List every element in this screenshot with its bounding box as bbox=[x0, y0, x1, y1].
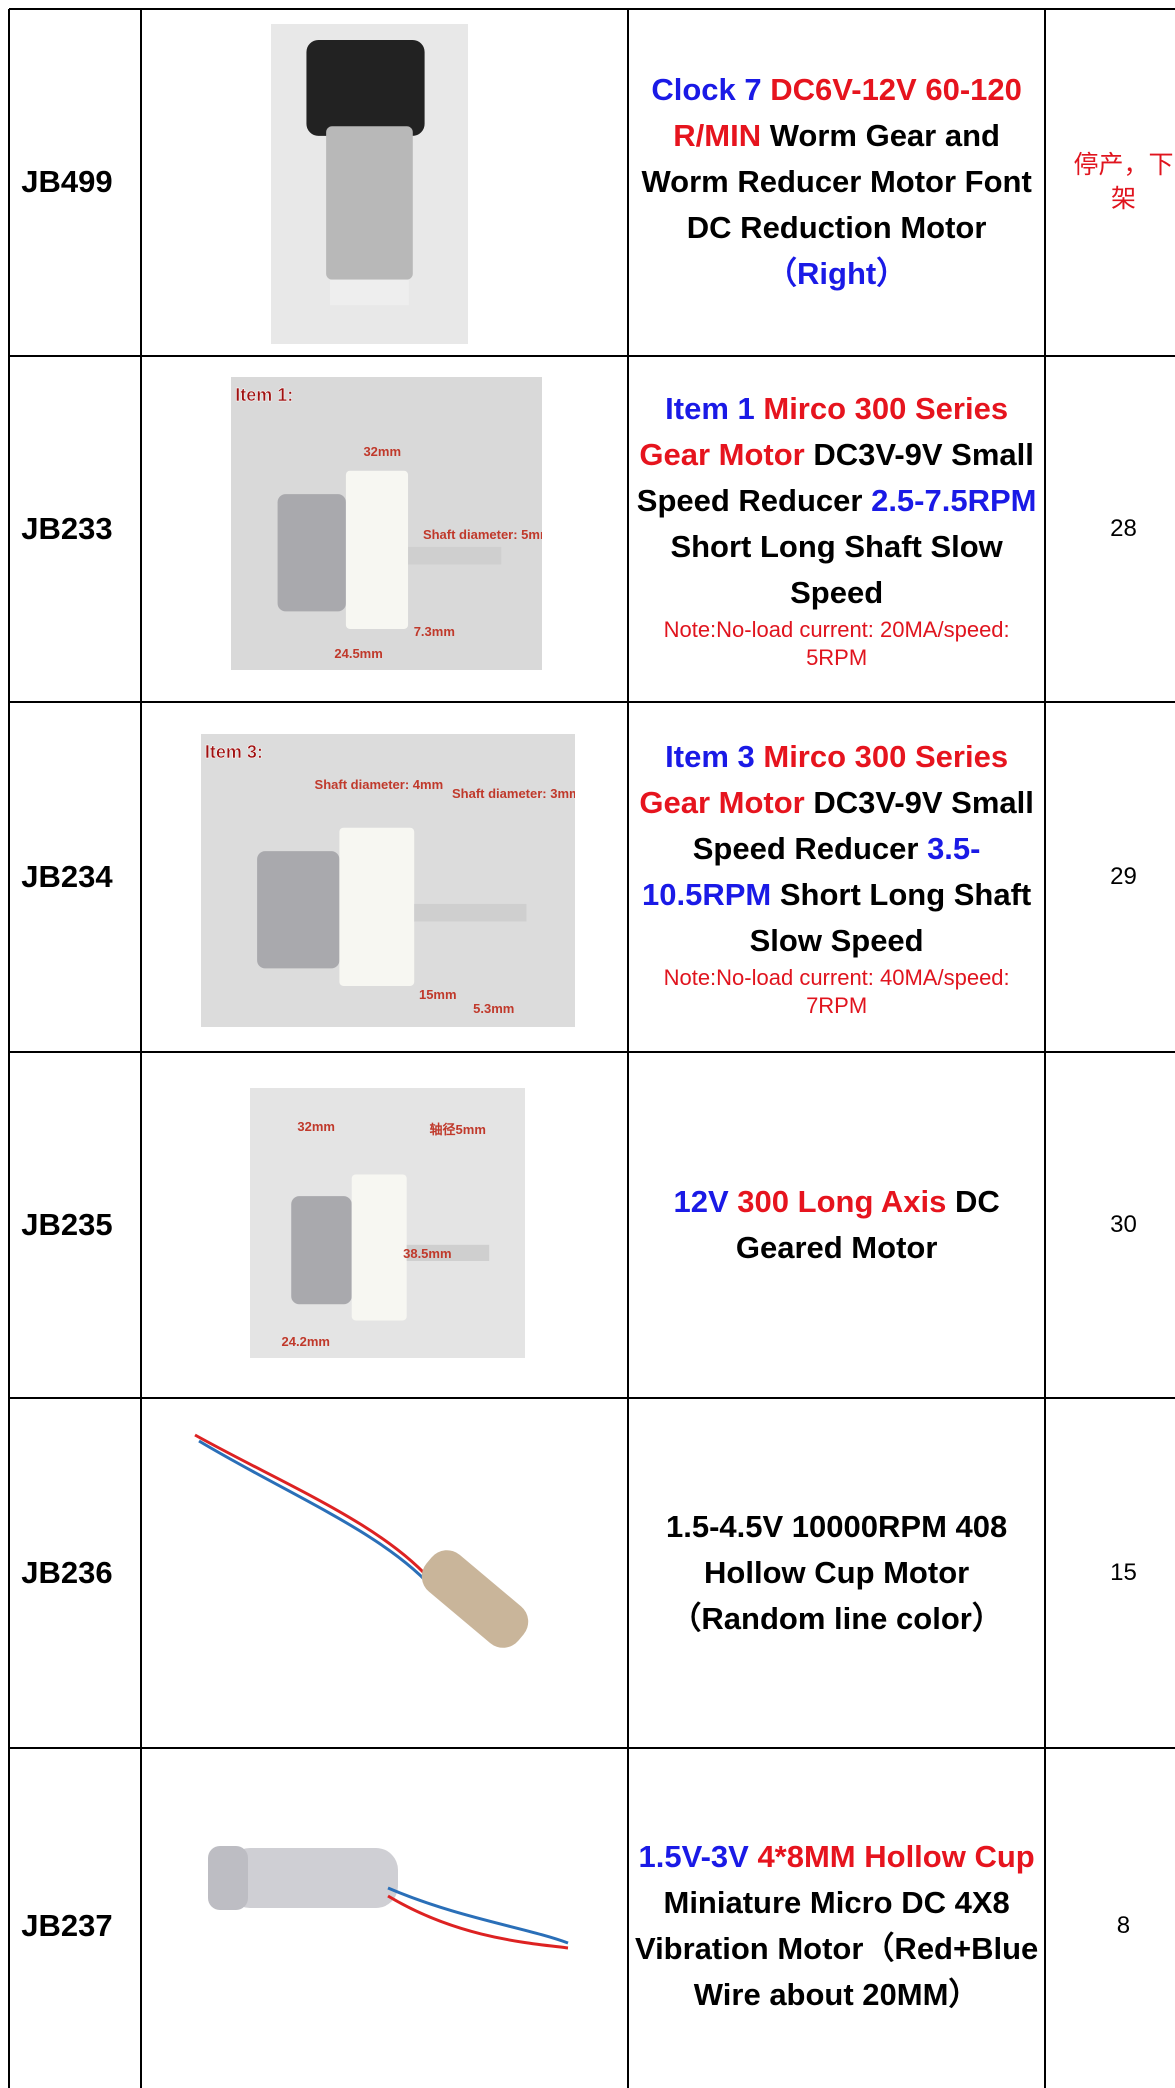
description-segment: 2.5-7.5RPM bbox=[871, 482, 1037, 518]
product-code: JB237 bbox=[21, 1908, 113, 1944]
product-image: 32mm 轴径5mm 38.5mm 24.2mm bbox=[249, 1087, 525, 1359]
image-label: 24.2mm bbox=[281, 1333, 330, 1349]
description-text: 1.5-4.5V 10000RPM 408 Hollow Cup Motor（R… bbox=[632, 1504, 1042, 1642]
image-label: 5.3mm bbox=[473, 1000, 515, 1016]
description-segment: DC6V-12V 60-120 R/MIN bbox=[673, 72, 1022, 154]
row-rule bbox=[9, 1747, 1175, 1750]
product-description: Clock 7 DC6V-12V 60-120 R/MIN Worm Gear … bbox=[628, 9, 1046, 355]
description-segment: Item 1 bbox=[665, 390, 764, 426]
row-rule bbox=[9, 354, 1175, 357]
description-segment: Mirco 300 Series Gear Motor bbox=[639, 738, 1009, 820]
product-image: Item 1: 32mm Shaft diameter: 5mm 7.3mm 24.5m… bbox=[231, 376, 542, 670]
product-code: JB236 bbox=[21, 1555, 113, 1591]
image-label: 24.5mm bbox=[334, 646, 383, 662]
row-rule bbox=[9, 1050, 1175, 1053]
description-segment: Mirco 300 Series Gear Motor bbox=[639, 390, 1009, 472]
description-segment: DC Geared Motor bbox=[735, 1184, 1000, 1266]
image-label: 32mm bbox=[297, 1119, 335, 1135]
image-label: Item 3: bbox=[204, 742, 264, 763]
column-rule bbox=[1044, 9, 1047, 2088]
description-text: Clock 7 DC6V-12V 60-120 R/MIN Worm Gear … bbox=[632, 67, 1042, 297]
product-price: 30 bbox=[1110, 1211, 1137, 1239]
description-segment: （Right） bbox=[766, 256, 908, 292]
product-code: JB234 bbox=[21, 858, 113, 894]
product-code: JB235 bbox=[21, 1207, 113, 1243]
column-rule bbox=[8, 9, 11, 2088]
description-note: Note:No-load current: 20MA/speed: 5RPM bbox=[663, 616, 1010, 670]
product-description: 1.5-4.5V 10000RPM 408 Hollow Cup Motor（R… bbox=[628, 1398, 1046, 1748]
image-label: Item 1: bbox=[235, 385, 294, 406]
product-image bbox=[185, 1424, 595, 1725]
product-description: 12V 300 Long Axis DC Geared Motor bbox=[628, 1052, 1046, 1398]
product-description: 1.5V-3V 4*8MM Hollow Cup Miniature Micro… bbox=[628, 1748, 1046, 2088]
product-code: JB499 bbox=[21, 164, 113, 200]
description-segment: 12V bbox=[673, 1184, 738, 1220]
description-segment: Item 3 bbox=[665, 738, 764, 774]
description-segment: Worm Gear and Worm Reducer Motor Font DC… bbox=[641, 118, 1032, 246]
product-image bbox=[198, 1817, 582, 1998]
description-segment: Short Long Shaft Slow Speed bbox=[670, 528, 1003, 610]
product-description: Item 3 Mirco 300 Series Gear Motor DC3V-… bbox=[628, 702, 1046, 1052]
photo bbox=[256, 827, 527, 986]
row-rule bbox=[9, 1397, 1175, 1400]
image-label: 轴径5mm bbox=[429, 1122, 486, 1138]
image-label: 38.5mm bbox=[403, 1245, 452, 1261]
image-label: Shaft diameter: 5mm bbox=[422, 526, 542, 542]
product-description: Item 1 Mirco 300 Series Gear Motor DC3V-… bbox=[628, 356, 1046, 702]
row-rule bbox=[9, 8, 1175, 11]
product-price: 停产，下架 bbox=[1073, 150, 1174, 214]
description-segment: 300 Long Axis bbox=[737, 1184, 947, 1220]
description-segment: DC3V-9V Small Speed Reducer bbox=[692, 784, 1034, 866]
image-label: Shaft diameter: 4mm bbox=[314, 776, 444, 792]
description-segment: 4*8MM Hollow Cup bbox=[757, 1839, 1035, 1875]
image-label: 15mm bbox=[418, 987, 457, 1003]
product-price: 8 bbox=[1116, 1912, 1131, 1940]
description-segment: Miniature Micro DC 4X8 Vibration Motor（R… bbox=[634, 1885, 1039, 2013]
product-price: 15 bbox=[1110, 1559, 1137, 1587]
product-image bbox=[270, 23, 468, 344]
image-label: 7.3mm bbox=[413, 623, 455, 639]
product-code: JB233 bbox=[21, 510, 113, 546]
description-text: 12V 300 Long Axis DC Geared Motor bbox=[632, 1179, 1042, 1271]
product-price: 29 bbox=[1110, 862, 1137, 890]
product-price: 28 bbox=[1110, 514, 1137, 542]
description-segment: Short Long Shaft Slow Speed bbox=[749, 876, 1032, 958]
photo bbox=[277, 470, 502, 629]
photo bbox=[194, 1433, 529, 1648]
image-label: Shaft diameter: 3mm bbox=[452, 786, 575, 802]
description-segment: DC3V-9V Small Speed Reducer bbox=[636, 436, 1034, 518]
row-rule bbox=[9, 700, 1175, 703]
photo bbox=[208, 1845, 569, 1950]
photo bbox=[306, 39, 425, 306]
column-rule bbox=[626, 9, 629, 2088]
description-segment: 1.5V-3V bbox=[638, 1839, 758, 1875]
description-text: 1.5V-3V 4*8MM Hollow Cup Miniature Micro… bbox=[632, 1834, 1042, 2018]
description-segment: 1.5-4.5V 10000RPM 408 Hollow Cup Motor（R… bbox=[666, 1509, 1008, 1637]
image-label: 32mm bbox=[363, 444, 402, 460]
product-image: Item 3: Shaft diameter: 4mm Shaft diameter… bbox=[200, 733, 575, 1027]
photo bbox=[291, 1174, 489, 1321]
description-segment: 3.5-10.5RPM bbox=[641, 830, 981, 912]
description-note: Note:No-load current: 40MA/speed: 7RPM bbox=[663, 964, 1010, 1018]
column-rule bbox=[140, 9, 143, 2088]
description-segment: Clock 7 bbox=[651, 72, 771, 108]
description-text: Item 1 Mirco 300 Series Gear Motor DC3V-… bbox=[632, 386, 1042, 616]
description-text: Item 3 Mirco 300 Series Gear Motor DC3V-… bbox=[632, 734, 1042, 964]
